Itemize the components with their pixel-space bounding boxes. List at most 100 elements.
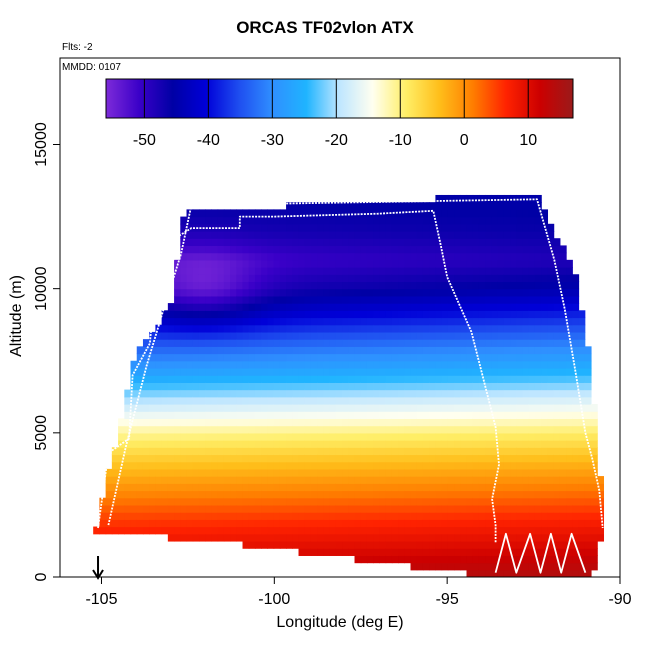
heatmap-cell: [242, 497, 250, 506]
heatmap-cell: [510, 447, 517, 456]
heatmap-cell: [454, 490, 461, 499]
heatmap-cell: [429, 526, 437, 535]
heatmap-cell: [248, 461, 256, 470]
heatmap-cell: [248, 519, 256, 528]
heatmap-cell: [373, 267, 381, 275]
heatmap-cell: [248, 259, 256, 268]
heatmap-cell: [348, 317, 356, 326]
heatmap-cell: [273, 317, 281, 326]
heatmap-cell: [273, 360, 281, 369]
heatmap-cell: [161, 411, 169, 420]
x-tick-label: -90: [608, 591, 631, 608]
heatmap-cell: [391, 425, 399, 434]
heatmap-cell: [379, 425, 387, 434]
heatmap-cell: [360, 324, 368, 333]
heatmap-cell: [292, 454, 300, 463]
heatmap-cell: [292, 396, 300, 405]
heatmap-cell: [267, 533, 275, 542]
heatmap-cell: [217, 526, 225, 535]
heatmap-cell: [167, 483, 175, 492]
heatmap-cell: [379, 404, 387, 412]
heatmap-cell: [180, 267, 188, 275]
heatmap-cell: [198, 274, 206, 283]
heatmap-cell: [516, 519, 524, 528]
heatmap-cell: [547, 223, 555, 232]
heatmap-cell: [422, 548, 430, 556]
heatmap-cell: [317, 331, 325, 340]
heatmap-cell: [379, 216, 387, 225]
heatmap-cell: [597, 490, 605, 499]
heatmap-cell: [373, 281, 381, 290]
heatmap-cell: [335, 209, 343, 218]
heatmap-cell: [385, 238, 393, 247]
heatmap-cell: [254, 231, 262, 239]
heatmap-cell: [304, 396, 312, 405]
heatmap-cell: [286, 404, 293, 412]
heatmap-cell: [186, 404, 194, 412]
heatmap-cell: [466, 404, 474, 412]
heatmap-cell: [248, 303, 256, 311]
heatmap-cell: [497, 562, 505, 571]
heatmap-cell: [422, 483, 430, 492]
heatmap-cell: [298, 331, 306, 340]
heatmap-cell: [254, 324, 262, 333]
heatmap-cell: [491, 540, 499, 549]
heatmap-cell: [348, 331, 356, 340]
heatmap-cell: [497, 440, 505, 448]
heatmap-cell: [522, 440, 530, 448]
heatmap-cell: [342, 310, 349, 319]
heatmap-cell: [254, 360, 262, 369]
heatmap-cell: [435, 209, 443, 218]
heatmap-cell: [273, 461, 281, 470]
heatmap-cell: [373, 295, 381, 304]
heatmap-cell: [279, 259, 287, 268]
heatmap-cell: [360, 490, 368, 499]
heatmap-cell: [329, 223, 337, 232]
heatmap-cell: [429, 267, 437, 275]
heatmap-cell: [248, 497, 256, 506]
heatmap-cell: [472, 288, 480, 297]
heatmap-cell: [528, 461, 536, 470]
heatmap-cell: [211, 440, 219, 448]
heatmap-cell: [528, 562, 536, 571]
heatmap-cell: [149, 389, 157, 398]
heatmap-cell: [460, 540, 468, 549]
heatmap-cell: [242, 339, 250, 347]
heatmap-cell: [223, 324, 231, 333]
heatmap-cell: [230, 389, 237, 398]
heatmap-cell: [323, 202, 331, 210]
heatmap-cell: [404, 483, 412, 492]
heatmap-cell: [348, 252, 356, 261]
heatmap-cell: [566, 404, 573, 412]
heatmap-cell: [286, 476, 293, 484]
heatmap-cell: [528, 346, 536, 355]
heatmap-cell: [460, 418, 468, 427]
heatmap-cell: [528, 418, 536, 427]
heatmap-cell: [236, 259, 244, 268]
heatmap-cell: [136, 440, 144, 448]
heatmap-cell: [205, 310, 213, 319]
heatmap-cell: [242, 404, 250, 412]
heatmap-cell: [304, 526, 312, 535]
heatmap-cell: [398, 202, 405, 210]
heatmap-cell: [124, 468, 132, 477]
heatmap-cell: [217, 519, 225, 528]
heatmap-cell: [485, 310, 493, 319]
heatmap-cell: [329, 476, 337, 484]
heatmap-cell: [310, 432, 318, 441]
heatmap-cell: [466, 288, 474, 297]
heatmap-cell: [186, 432, 194, 441]
heatmap-cell: [385, 274, 393, 283]
heatmap-cell: [441, 295, 449, 304]
heatmap-cell: [572, 461, 580, 470]
heatmap-cell: [267, 432, 275, 441]
heatmap-cell: [553, 303, 561, 311]
heatmap-cell: [366, 447, 374, 456]
heatmap-cell: [273, 411, 281, 420]
heatmap-cell: [236, 310, 244, 319]
heatmap-cell: [379, 317, 387, 326]
heatmap-cell: [466, 375, 474, 383]
heatmap-cell: [230, 295, 237, 304]
heatmap-cell: [354, 389, 362, 398]
heatmap-cell: [472, 440, 480, 448]
